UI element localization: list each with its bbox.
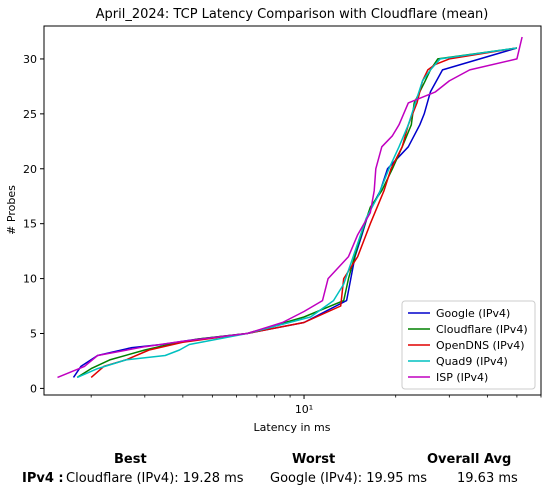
series-line-google-ipv4 [72,47,518,378]
legend-label: Cloudflare (IPv4) [436,323,528,336]
legend-label: OpenDNS (IPv4) [436,339,525,352]
plot-frame [43,25,542,396]
y-tick-label: 30 [23,53,37,66]
y-tick-label: 25 [23,108,37,121]
y-tick-label: 15 [23,218,37,231]
series-line-quad9-ipv4 [76,47,518,379]
y-tick-label: 0 [30,382,37,395]
axis-layer: 0 5 10 15 20 25 30 10¹ [23,53,542,416]
chart-title: April_2024: TCP Latency Comparison with … [96,7,489,22]
summary-worst-value: Google (IPv4): 19.95 ms [270,471,428,486]
legend-box [401,300,536,390]
y-tick-label: 5 [30,328,37,341]
summary-avg-header: Overall Avg [427,452,512,467]
y-tick-label: 20 [23,163,37,176]
summary-row-label: IPv4 : [22,471,64,486]
y-axis-label: # Probes [5,185,18,235]
x-tick-label: 10¹ [295,403,313,416]
legend-label: ISP (IPv4) [436,371,488,384]
summary-best-header: Best [114,452,147,467]
series-line-opendns-ipv4 [90,47,518,378]
latency-chart: 0 5 10 15 20 25 30 10¹ April_2024: TCP Latency … [5,7,542,434]
summary-avg-value: 19.63 ms [457,471,518,486]
series-line-isp-ipv4 [57,36,523,379]
legend: Google (IPv4) Cloudflare (IPv4) OpenDNS (I… [401,300,536,390]
x-axis-label: Latency in ms [254,421,331,434]
summary-worst-header: Worst [292,452,336,467]
series-layer [57,36,523,379]
summary-best-value: Cloudflare (IPv4): 19.28 ms [66,471,244,486]
legend-label: Quad9 (IPv4) [436,355,508,368]
legend-label: Google (IPv4) [436,307,510,320]
y-tick-label: 10 [23,273,37,286]
